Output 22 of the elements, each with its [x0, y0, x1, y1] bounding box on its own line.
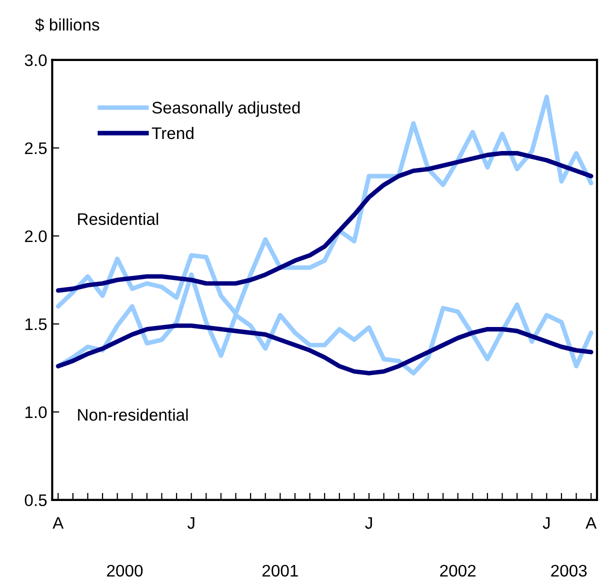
x-tick-label: J — [187, 517, 194, 529]
y-tick-label: 1.0 — [25, 406, 47, 418]
text: 2001 — [262, 564, 298, 577]
y-tick-label: 2.5 — [25, 142, 47, 154]
annotation: Non-residential — [78, 408, 188, 421]
y-tick-label: 1.5 — [25, 318, 47, 330]
x-tick-label: A — [586, 517, 597, 529]
legend-label: Seasonally adjusted — [152, 101, 300, 117]
y-tick-label: 3.0 — [24, 54, 47, 66]
text: 2000 — [107, 564, 143, 577]
text: 2003 — [551, 564, 587, 577]
text: 2002 — [440, 564, 476, 577]
line-series — [56, 323, 594, 376]
y-tick-label: 0.5 — [24, 494, 47, 506]
y-tick-label: 2.0 — [25, 230, 47, 242]
x-tick-label: A — [52, 517, 64, 529]
x-tick-label: J — [542, 517, 550, 529]
annotation: Residential — [78, 212, 158, 226]
x-tick-label: J — [365, 517, 372, 529]
line-series — [56, 151, 594, 293]
y-axis-title: $ billions — [35, 18, 100, 32]
legend-label: Trend — [152, 126, 194, 140]
